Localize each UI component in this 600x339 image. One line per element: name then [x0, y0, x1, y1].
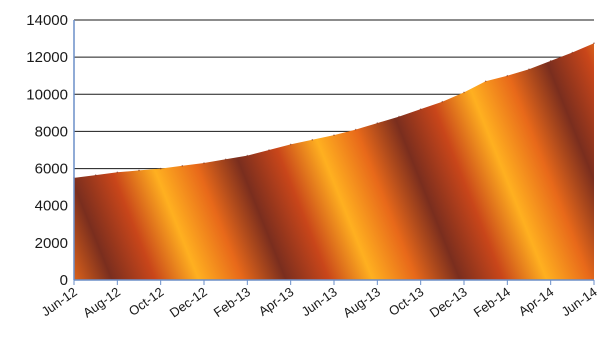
area-series — [73, 42, 595, 281]
data-point-Nov-12 — [181, 164, 184, 167]
x-tick-label-Apr-13: Apr-13 — [256, 284, 297, 319]
y-tick-label-0: 0 — [60, 272, 68, 289]
y-tick-label-6000: 6000 — [35, 161, 68, 178]
data-point-Sep-12 — [138, 169, 140, 172]
data-point-Apr-14 — [549, 60, 552, 62]
x-tick-label-Feb-13: Feb-13 — [211, 284, 253, 320]
data-point-Mar-13 — [268, 149, 270, 151]
data-point-Apr-13 — [289, 143, 292, 146]
data-point-Jan-13 — [224, 158, 227, 161]
data-point-Dec-12 — [203, 162, 205, 164]
data-point-Oct-12 — [159, 167, 162, 170]
x-tick-label-Oct-12: Oct-12 — [126, 284, 167, 319]
x-tick-label-Aug-13: Aug-13 — [340, 284, 383, 320]
y-tick-label-8000: 8000 — [35, 123, 68, 140]
data-point-Mar-14 — [528, 68, 530, 71]
data-point-Feb-14 — [506, 74, 509, 77]
x-tick-label-Feb-14: Feb-14 — [471, 284, 513, 320]
data-point-Oct-13 — [419, 108, 422, 110]
y-axis-tick-labels: 0 2000 4000 6000 8000 10000 12000 14000 — [26, 12, 68, 289]
data-point-Dec-13 — [463, 91, 465, 94]
y-tick-label-10000: 10000 — [26, 86, 68, 103]
data-point-Feb-13 — [246, 154, 249, 157]
data-point-Jul-13 — [354, 128, 357, 131]
x-tick-label-Dec-12: Dec-12 — [167, 284, 210, 320]
x-tick-label-Jun-13: Jun-13 — [299, 284, 340, 319]
data-point-Aug-13 — [376, 122, 379, 124]
x-tick-label-Aug-12: Aug-12 — [80, 284, 123, 320]
data-point-Jan-14 — [484, 80, 487, 83]
data-point-May-13 — [311, 138, 314, 141]
area-series-fill — [74, 43, 594, 281]
data-point-May-14 — [571, 51, 574, 54]
data-point-Jun-14 — [593, 42, 595, 45]
x-tick-label-Dec-13: Dec-13 — [427, 284, 470, 320]
x-axis-tick-labels: Jun-12 Aug-12 Oct-12 Dec-12 Feb-13 Apr-13 Jun-… — [39, 280, 600, 321]
data-point-Aug-12 — [116, 171, 119, 174]
x-tick-label-Oct-13: Oct-13 — [386, 284, 427, 319]
x-tick-label-Apr-14: Apr-14 — [516, 284, 557, 319]
data-point-Nov-13 — [441, 100, 444, 103]
data-point-Sep-13 — [398, 115, 400, 118]
data-point-Jul-12 — [94, 174, 97, 176]
x-tick-label-Jun-14: Jun-14 — [559, 284, 600, 319]
y-tick-label-2000: 2000 — [35, 235, 68, 252]
y-tick-label-14000: 14000 — [26, 12, 68, 29]
y-tick-label-12000: 12000 — [26, 49, 68, 66]
y-tick-label-4000: 4000 — [35, 198, 68, 215]
x-tick-label-Jun-12: Jun-12 — [39, 284, 80, 319]
data-point-Jun-13 — [333, 134, 335, 136]
